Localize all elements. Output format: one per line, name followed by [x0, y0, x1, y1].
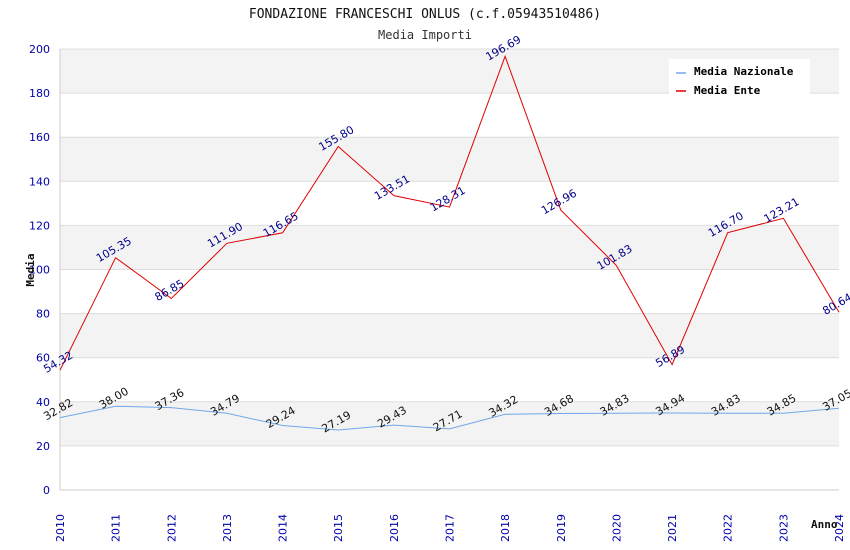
legend-box: [669, 59, 810, 96]
data-label-ente: 128.31: [428, 184, 468, 215]
x-tick-label: 2011: [110, 514, 123, 542]
x-tick-label: 2017: [444, 514, 457, 542]
grid-band: [60, 137, 839, 182]
x-tick-label: 2023: [777, 514, 790, 542]
y-tick-label: 40: [36, 396, 50, 409]
grid-bands: [60, 49, 839, 446]
x-tick-label: 2013: [221, 514, 234, 542]
legend-label-nazionale: Media Nazionale: [694, 65, 794, 78]
x-tick-labels: 2010 2011 2012 2013 2014 2015 2016 2017 2018 2019…: [54, 514, 846, 542]
axes: [59, 49, 839, 491]
series-lines: [59, 54, 840, 431]
x-tick-label: 2012: [165, 514, 178, 542]
series-line-ente: [59, 54, 840, 371]
y-axis-label: Media: [24, 253, 37, 286]
x-tick-label: 2019: [555, 514, 568, 542]
y-tick-label: 140: [29, 175, 50, 188]
grid-lines: [60, 48, 839, 491]
data-label-ente: 126.96: [539, 187, 579, 218]
y-tick-label: 80: [36, 308, 50, 321]
y-tick-label: 180: [29, 87, 50, 100]
y-tick-labels: 0 20 40 60 80 100 120 140 160 180 200: [29, 43, 50, 497]
y-tick-label: 60: [36, 352, 50, 365]
data-label-ente: 86.85: [153, 277, 187, 304]
chart-title: FONDAZIONE FRANCESCHI ONLUS (c.f.0594351…: [249, 7, 601, 22]
legend-label-ente: Media Ente: [694, 84, 761, 97]
y-tick-label: 200: [29, 43, 50, 56]
data-label-ente: 123.21: [762, 195, 802, 226]
y-tick-label: 100: [29, 264, 50, 277]
y-tick-label: 0: [43, 484, 50, 497]
x-tick-label: 2020: [610, 514, 623, 542]
y-tick-label: 160: [29, 131, 50, 144]
x-tick-label: 2022: [722, 514, 735, 542]
x-tick-label: 2010: [54, 514, 67, 542]
x-tick-label: 2024: [833, 514, 846, 542]
x-tick-label: 2018: [499, 514, 512, 542]
x-tick-label: 2015: [332, 514, 345, 542]
x-axis-label: Anno: [811, 518, 838, 531]
chart-subtitle: Media Importi: [378, 28, 472, 42]
grid-band: [60, 225, 839, 270]
x-tick-label: 2021: [666, 514, 679, 542]
x-tick-label: 2014: [277, 514, 290, 542]
grid-band: [60, 313, 839, 358]
series-line-nazionale: [59, 405, 840, 431]
y-tick-label: 20: [36, 440, 50, 453]
x-tick-label: 2016: [388, 514, 401, 542]
y-tick-label: 120: [29, 219, 50, 232]
legend: Media Nazionale Media Ente: [669, 59, 810, 97]
